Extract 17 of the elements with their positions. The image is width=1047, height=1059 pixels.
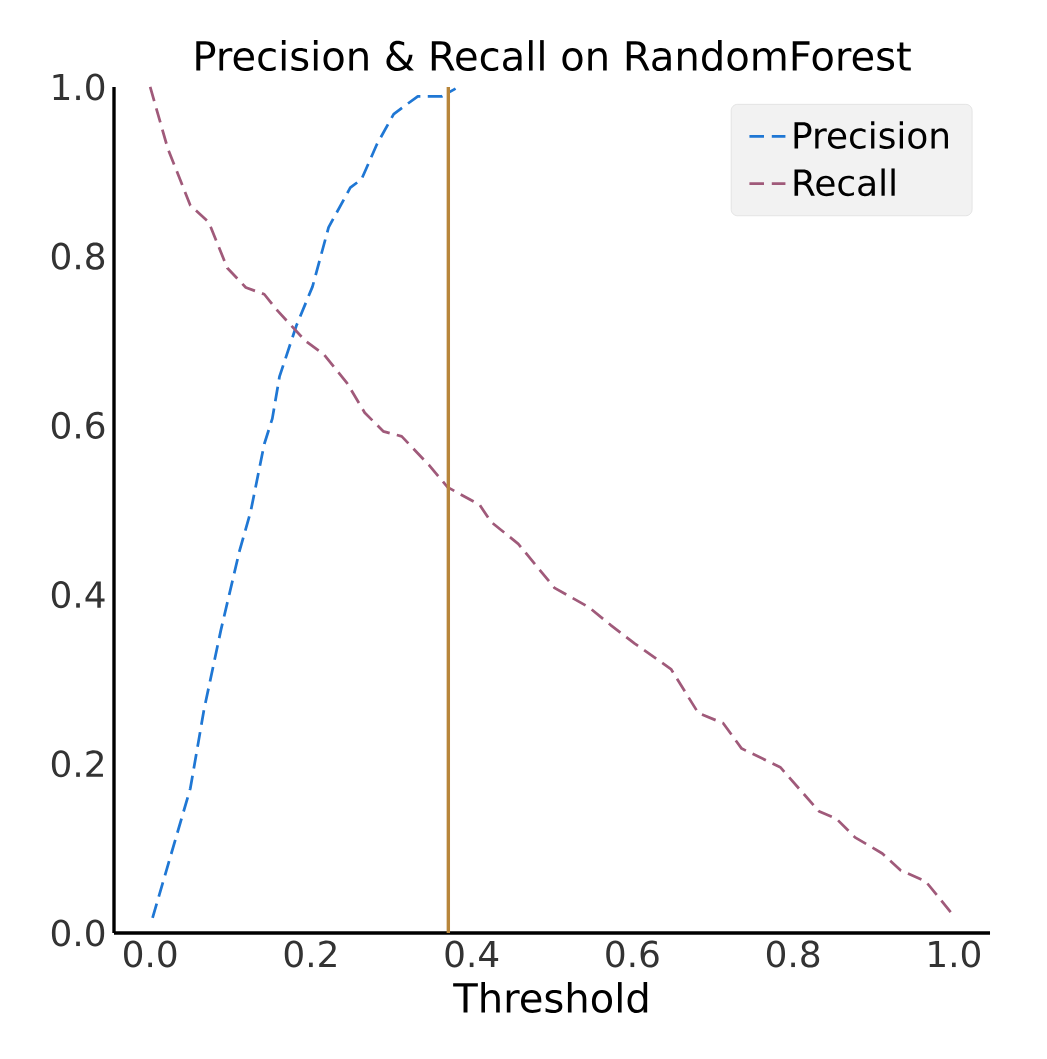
chart-title: Precision & Recall on RandomForest bbox=[196, 40, 911, 72]
y-tick-label: 0.4 bbox=[51, 581, 105, 609]
y-tick-label: 1.0 bbox=[53, 73, 105, 101]
line-series bbox=[151, 87, 457, 920]
x-tick-label: 0.8 bbox=[766, 940, 820, 968]
x-axis-title: Threshold bbox=[453, 982, 648, 1014]
x-tick-label: 0.4 bbox=[445, 940, 499, 968]
legend-label: Precision bbox=[794, 121, 948, 149]
x-tick-label: 0.0 bbox=[124, 940, 177, 968]
y-tick-label: 0.2 bbox=[51, 750, 103, 778]
y-tick-label: 0.0 bbox=[51, 919, 105, 947]
y-tick-label: 0.8 bbox=[51, 242, 105, 270]
x-tick-label: 0.6 bbox=[606, 940, 659, 968]
y-tick-label: 0.6 bbox=[51, 411, 105, 439]
x-tick-label: 1.0 bbox=[929, 940, 980, 968]
x-tick-label: 0.2 bbox=[284, 940, 336, 968]
legend-label: Recall bbox=[794, 168, 895, 197]
